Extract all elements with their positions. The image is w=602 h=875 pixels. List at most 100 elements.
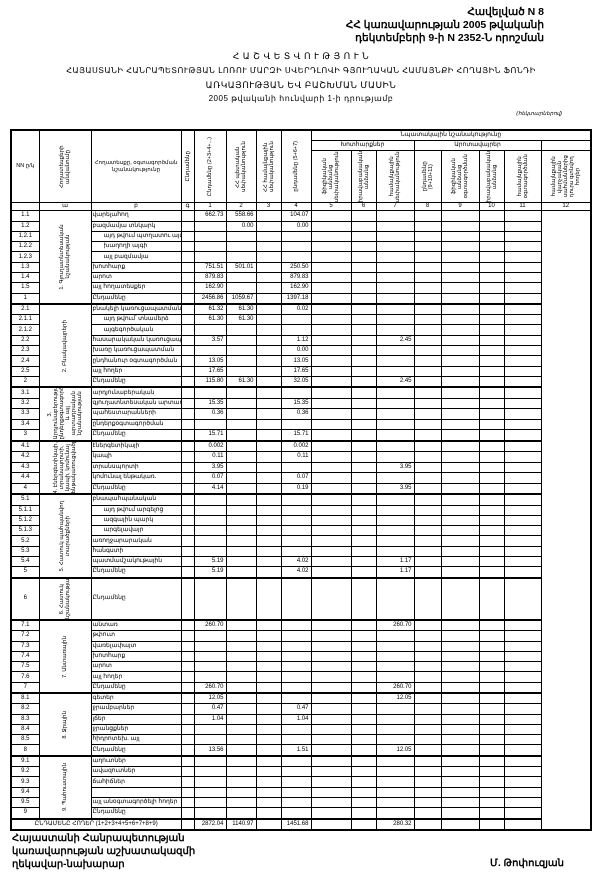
value-cell <box>413 692 442 705</box>
value-cell <box>413 786 442 798</box>
value-cell <box>350 355 377 367</box>
row-name: գետեր <box>90 692 182 705</box>
value-cell <box>255 461 282 474</box>
value-cell <box>503 671 542 683</box>
value-cell <box>478 535 505 547</box>
row-name: արոտ <box>90 271 182 284</box>
column-index: 10 <box>478 202 505 212</box>
value-cell <box>503 514 542 527</box>
value-cell <box>180 786 195 798</box>
value-cell <box>440 271 480 284</box>
column-header: ֆիզիկական անձանց օգտագործման <box>440 149 480 204</box>
value-cell <box>280 650 312 663</box>
row-number: 7.6 <box>10 671 40 683</box>
value-cell <box>310 744 352 757</box>
value-cell <box>440 334 480 347</box>
row-number: 8.5 <box>10 734 40 746</box>
column-index: 12 <box>540 202 592 212</box>
table-row: 2.5 այլ հողեր 17.65 17.65 <box>10 365 591 377</box>
value-cell <box>255 640 282 652</box>
value-cell <box>413 681 442 694</box>
column-index: 11 <box>503 202 542 212</box>
value-cell <box>310 703 352 715</box>
row-number: 6 <box>10 577 40 621</box>
value-cell <box>280 766 312 778</box>
group-label-text: 4. Էներգետիկայի, տրանսպորտի, կապի, կոմու… <box>53 440 77 494</box>
value-cell: 61.30 <box>225 314 257 326</box>
column-header: Հողատեսքերի անվանումը <box>38 129 92 204</box>
value-cell <box>280 314 312 326</box>
value-cell <box>413 334 442 347</box>
value-cell <box>180 776 195 788</box>
column-header: համայնքային վարչական սահմաններից դուրս գ… <box>540 149 592 204</box>
table-row: 4 Ընդամենը 4.14 0.19 3.95 <box>10 482 591 496</box>
grand-total-row: ԸՆԴԱՄԵՆԸ ՀՈՂԵՐ (1+2+3+4+5+6+7+8+9) 2872.0… <box>10 817 591 831</box>
value-cell <box>180 375 195 389</box>
row-number: 1.2.1 <box>10 230 40 243</box>
table-row: 9.4 <box>10 786 591 798</box>
value-cell <box>350 210 377 222</box>
value-cell <box>310 619 352 632</box>
row-number: 9 <box>10 807 40 820</box>
column-index: ա <box>38 202 92 212</box>
value-cell <box>255 525 282 537</box>
value-cell <box>440 713 480 725</box>
value-cell <box>440 650 480 663</box>
value-cell <box>225 807 257 820</box>
value-cell <box>255 786 282 798</box>
value-cell <box>255 375 282 389</box>
row-number: 2 <box>10 375 40 389</box>
row-number: 5.1.3 <box>10 525 40 537</box>
value-cell <box>478 440 505 453</box>
value-cell <box>375 314 415 326</box>
value-cell <box>478 493 505 506</box>
value-cell <box>440 493 480 506</box>
value-cell <box>440 220 480 232</box>
value-cell <box>413 251 442 263</box>
value-cell <box>350 397 377 410</box>
value-cell <box>180 744 195 757</box>
table-row: 8 Ընդամենը 13.56 1.51 12.05 <box>10 744 591 757</box>
table-row: 8.2 ջրամբարներ 0.47 0.47 <box>10 703 591 715</box>
value-cell <box>280 671 312 683</box>
value-cell <box>503 776 542 788</box>
row-number: 4.1 <box>10 440 40 453</box>
value-cell <box>478 230 505 243</box>
value-cell <box>310 418 352 431</box>
value-cell <box>375 713 415 725</box>
value-cell <box>180 703 195 715</box>
row-number: 5.3 <box>10 545 40 558</box>
table-row: 6 6. Հատուկ նշանակության Ընդամենը <box>10 577 591 621</box>
value-cell <box>310 630 352 642</box>
row-name: արդյունաբերական <box>90 386 182 399</box>
value-cell <box>255 692 282 705</box>
row-name: ճահիճներ <box>90 776 182 788</box>
value-cell <box>350 493 377 506</box>
value-cell <box>280 577 312 621</box>
row-number: 2.4 <box>10 355 40 367</box>
value-cell <box>180 713 195 725</box>
value-cell: 1.51 <box>280 744 312 757</box>
column-header: Հողատեսքը, օգտագործման նշանակությունը <box>90 129 182 204</box>
value-cell <box>503 661 542 673</box>
value-cell <box>413 451 442 463</box>
value-cell <box>440 303 480 316</box>
value-cell <box>375 755 415 768</box>
value-cell <box>350 292 377 305</box>
group-label-text: 6. Հատուկ նշանակության <box>59 577 71 619</box>
value-cell <box>350 671 377 683</box>
value-cell <box>503 220 542 232</box>
value-cell <box>503 556 542 568</box>
table-row: 3.3 պահեստարանների 0.36 0.36 <box>10 408 591 420</box>
group-label: 9. Պահուստային <box>38 755 92 820</box>
total-value-cell <box>180 817 195 831</box>
value-cell <box>255 440 282 453</box>
row-number: 1.5 <box>10 282 40 294</box>
value-cell <box>413 619 442 632</box>
value-cell <box>478 261 505 273</box>
value-cell <box>478 566 505 579</box>
value-cell <box>350 365 377 377</box>
value-cell <box>280 630 312 642</box>
value-cell <box>350 807 377 820</box>
annex-reference: Հավելված N 8 ՀՀ կառավարության 2005 թվակա… <box>346 6 544 45</box>
